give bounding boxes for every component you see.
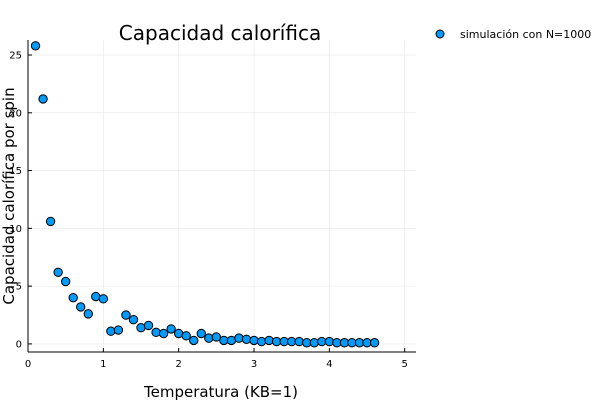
data-point <box>45 216 56 227</box>
data-point <box>106 326 116 336</box>
data-point <box>38 94 48 104</box>
data-point <box>121 310 131 320</box>
y-tick-label: 0 <box>16 339 22 350</box>
y-ticks: 0 5 10 15 20 25 <box>9 51 32 350</box>
y-tick-label: 15 <box>9 166 22 177</box>
y-axis-label: Capacidad calorífica por spin <box>0 87 18 304</box>
data-point <box>166 324 176 334</box>
x-tick-label: 0 <box>25 359 31 370</box>
grid <box>27 40 416 352</box>
data-point <box>53 267 63 277</box>
x-ticks: 0 1 2 3 4 5 <box>25 348 408 370</box>
data-point <box>189 335 199 346</box>
data-point <box>151 327 161 338</box>
x-tick-label: 3 <box>251 359 257 370</box>
data-point <box>309 338 319 348</box>
data-point <box>98 294 109 304</box>
data-point <box>181 331 191 341</box>
data-point <box>143 320 154 331</box>
series-points <box>30 41 380 348</box>
data-point <box>158 328 169 339</box>
y-tick-label: 10 <box>9 224 22 235</box>
y-tick-label: 5 <box>16 282 22 293</box>
data-point <box>249 335 259 346</box>
x-tick-label: 4 <box>326 359 332 370</box>
data-point <box>324 336 335 347</box>
x-axis-label: Temperatura (KB=1) <box>143 383 298 400</box>
data-point <box>241 334 252 344</box>
data-point <box>196 328 206 339</box>
axes <box>27 40 416 353</box>
data-point <box>76 302 86 312</box>
y-tick-label: 20 <box>9 108 22 119</box>
data-point <box>256 336 267 347</box>
data-point <box>369 338 380 348</box>
data-point <box>234 333 244 343</box>
legend-label: simulación con N=1000 <box>460 28 591 41</box>
data-point <box>83 309 93 319</box>
data-point <box>30 41 41 51</box>
data-point <box>294 336 304 347</box>
chart-title: Capacidad calorífica <box>119 21 321 45</box>
data-point <box>204 333 214 343</box>
data-point <box>264 335 274 346</box>
x-tick-label: 2 <box>175 359 181 370</box>
legend: simulación con N=1000 <box>435 28 591 41</box>
data-point <box>68 292 78 303</box>
data-point <box>128 314 139 325</box>
x-tick-label: 1 <box>100 359 106 370</box>
data-point <box>113 325 124 335</box>
data-point <box>211 332 222 342</box>
y-tick-label: 25 <box>9 51 22 62</box>
x-tick-label: 5 <box>402 359 408 370</box>
data-point <box>60 276 71 287</box>
legend-marker <box>435 29 445 39</box>
